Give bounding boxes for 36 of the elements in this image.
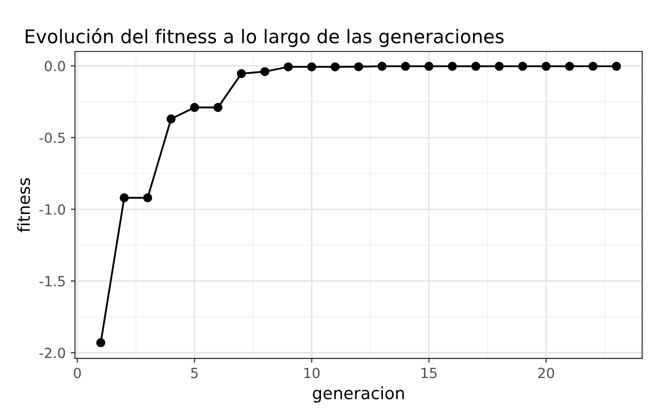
point (612, 62, 621, 71)
point (143, 193, 152, 202)
x-tick-label: 5 (191, 368, 198, 378)
point (96, 338, 106, 348)
x-tick-label: 15 (422, 368, 437, 378)
point (307, 62, 316, 72)
point (542, 62, 551, 71)
point (471, 62, 480, 71)
point (518, 62, 528, 71)
y-tick-label: -1.5 (40, 276, 65, 286)
point (565, 62, 574, 71)
point (236, 69, 246, 78)
y-tick-label: -1.0 (40, 204, 66, 215)
point (448, 62, 457, 71)
point (190, 102, 200, 112)
point (213, 102, 222, 112)
point (120, 193, 129, 202)
x-tick-label: 10 (304, 368, 320, 378)
y-axis-title: fitness (17, 178, 30, 232)
point (378, 62, 387, 71)
y-tick-label: -2.0 (40, 348, 66, 358)
x-tick-label: 0 (74, 368, 81, 378)
point (494, 62, 504, 71)
point (330, 62, 340, 72)
point (260, 67, 270, 76)
y-tick-label: 0.0 (44, 60, 66, 72)
point (588, 62, 598, 71)
y-tick-label: -0.5 (40, 132, 65, 144)
point (284, 62, 293, 72)
point (400, 62, 410, 71)
x-tick-label: 20 (538, 368, 554, 378)
point (354, 62, 364, 72)
point (424, 62, 434, 71)
chart-title: Evolución del fitness a lo largo de las generaciones (26, 28, 504, 48)
point (166, 114, 176, 124)
x-axis-title: generacion (312, 386, 404, 403)
